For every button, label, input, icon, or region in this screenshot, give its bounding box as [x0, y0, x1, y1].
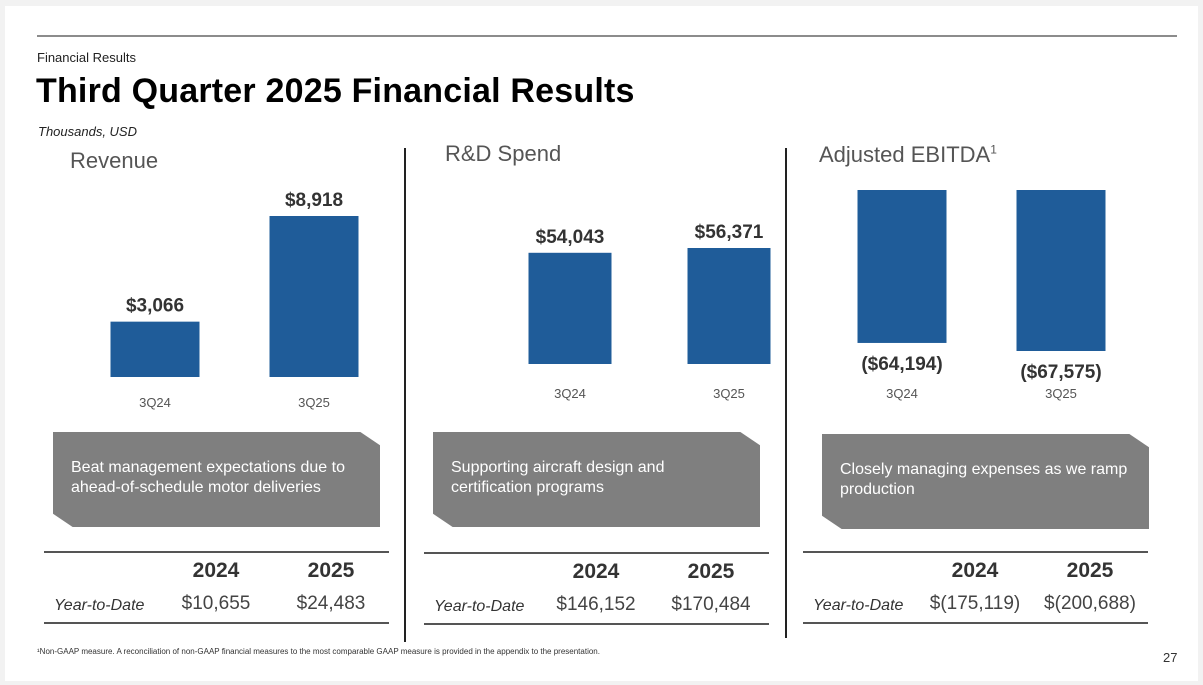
revenue-ytd-table: 2024 2025 Year-to-Date $10,655 $24,483 [44, 551, 389, 624]
table-rule [44, 622, 389, 624]
callout-background [433, 432, 760, 527]
data-label: $56,371 [695, 222, 764, 243]
category-label: 3Q24 [886, 386, 918, 401]
section-label: Financial Results [37, 50, 136, 65]
data-label: $8,918 [285, 190, 343, 211]
ytd-header-2024: 2024 [192, 559, 240, 582]
callout-text: Beat management expectations due to ahea… [71, 459, 345, 496]
header-rule [37, 35, 1177, 37]
category-label: 3Q24 [139, 395, 171, 410]
ytd-value-2025: $170,484 [671, 594, 751, 615]
bar-3q24 [110, 321, 200, 377]
rd-ytd-table: 2024 2025 Year-to-Date $146,152 $170,484 [424, 552, 769, 625]
bar-3q25 [1016, 190, 1106, 351]
data-label: ($64,194) [861, 354, 942, 375]
revenue-title: Revenue [70, 148, 159, 173]
rd-spend-chart: $54,043 3Q24 $56,371 3Q25 [528, 222, 771, 401]
units-label: Thousands, USD [38, 124, 137, 139]
ytd-header-2024: 2024 [951, 559, 999, 582]
category-label: 3Q25 [713, 386, 745, 401]
table-rule [424, 552, 769, 554]
panel-divider [404, 148, 406, 642]
footnote: ¹Non-GAAP measure. A reconciliation of n… [37, 647, 600, 656]
table-rule [803, 551, 1148, 553]
ebitda-ytd-table: 2024 2025 Year-to-Date $(175,119) $(200,… [803, 551, 1148, 624]
bar-3q25 [269, 216, 359, 377]
category-label: 3Q24 [554, 386, 586, 401]
table-rule [44, 551, 389, 553]
ytd-value-2025: $24,483 [296, 593, 366, 614]
callout-background [822, 434, 1149, 529]
revenue-callout: Beat management expectations due to ahea… [53, 432, 380, 527]
footnote-marker: 1 [990, 142, 997, 157]
table-rule [424, 623, 769, 625]
page-title: Third Quarter 2025 Financial Results [36, 72, 635, 110]
data-label: ($67,575) [1020, 362, 1101, 383]
ebitda-title-text: Adjusted EBITDA [819, 142, 991, 167]
rd-callout: Supporting aircraft design and certifica… [433, 432, 760, 527]
ytd-value-2024: $146,152 [556, 594, 636, 615]
category-label: 3Q25 [1045, 386, 1077, 401]
page-number: 27 [1163, 650, 1178, 665]
ebitda-callout: Closely managing expenses as we ramp pro… [822, 434, 1149, 529]
revenue-chart: $3,066 3Q24 $8,918 3Q25 [110, 190, 359, 410]
ytd-header-2025: 2025 [307, 559, 355, 582]
ytd-value-2024: $10,655 [181, 593, 251, 614]
ytd-header-2025: 2025 [687, 560, 735, 583]
rd-spend-title: R&D Spend [445, 141, 562, 166]
ebitda-title: Adjusted EBITDA1 [819, 142, 997, 168]
category-label: 3Q25 [298, 395, 330, 410]
ytd-row-label: Year-to-Date [434, 598, 525, 615]
ebitda-chart: ($64,194) 3Q24 ($67,575) 3Q25 [857, 190, 1106, 401]
ytd-value-2024: $(175,119) [929, 593, 1021, 614]
callout-background [53, 432, 380, 527]
callout-text: Supporting aircraft design and certifica… [451, 459, 665, 496]
callout-text: Closely managing expenses as we ramp pro… [840, 461, 1128, 498]
bar-3q25 [687, 248, 771, 364]
ytd-header-2025: 2025 [1066, 559, 1114, 582]
ytd-header-2024: 2024 [572, 560, 620, 583]
ytd-value-2025: $(200,688) [1044, 593, 1136, 614]
data-label: $3,066 [126, 296, 184, 317]
ytd-row-label: Year-to-Date [54, 597, 145, 614]
bar-3q24 [528, 252, 612, 364]
bar-3q24 [857, 190, 947, 343]
panel-divider [785, 148, 787, 638]
ytd-row-label: Year-to-Date [813, 597, 904, 614]
table-rule [803, 622, 1148, 624]
data-label: $54,043 [536, 227, 605, 248]
